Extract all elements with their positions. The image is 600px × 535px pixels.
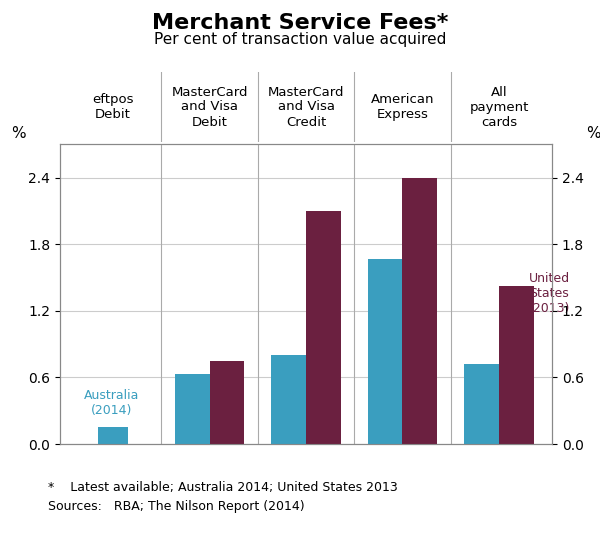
Text: Sources:   RBA; The Nilson Report (2014): Sources: RBA; The Nilson Report (2014) — [48, 500, 305, 513]
Bar — [175, 374, 209, 444]
Text: Australia
(2014): Australia (2014) — [83, 388, 139, 417]
Text: Per cent of transaction value acquired: Per cent of transaction value acquired — [154, 32, 446, 47]
Text: United
States
(2013): United States (2013) — [529, 272, 570, 315]
Bar — [98, 427, 128, 444]
Bar — [464, 364, 499, 444]
Bar — [499, 286, 533, 444]
Text: %: % — [11, 126, 25, 141]
Text: MasterCard
and Visa
Debit: MasterCard and Visa Debit — [171, 86, 248, 128]
Bar — [403, 178, 437, 444]
Text: *    Latest available; Australia 2014; United States 2013: * Latest available; Australia 2014; Unit… — [48, 482, 398, 494]
Text: %: % — [587, 126, 600, 141]
Text: All
payment
cards: All payment cards — [469, 86, 529, 128]
Bar — [306, 211, 341, 444]
Bar — [271, 355, 306, 444]
Text: eftpos
Debit: eftpos Debit — [92, 93, 134, 121]
Bar — [368, 259, 403, 444]
Text: Merchant Service Fees*: Merchant Service Fees* — [152, 13, 448, 33]
Text: American
Express: American Express — [371, 93, 434, 121]
Bar — [209, 361, 244, 444]
Text: MasterCard
and Visa
Credit: MasterCard and Visa Credit — [268, 86, 344, 128]
